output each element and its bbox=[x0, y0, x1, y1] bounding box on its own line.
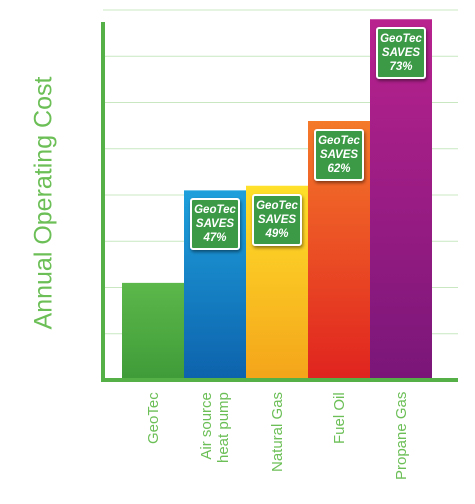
savings-badge-2: GeoTec SAVES 47% bbox=[190, 198, 240, 251]
badge-text: 47% bbox=[203, 232, 227, 245]
badge-text: SAVES bbox=[257, 213, 297, 226]
badge-text: SAVES bbox=[195, 218, 235, 231]
x-tick-label-3: Natural Gas bbox=[269, 392, 286, 472]
x-tick-line: Natural Gas bbox=[268, 391, 286, 472]
x-tick-label-1: GeoTec bbox=[145, 392, 162, 444]
badge-text: 62% bbox=[327, 163, 351, 175]
x-tick-line: GeoTec bbox=[144, 392, 162, 444]
bar-5 bbox=[370, 19, 432, 380]
x-tick-label-5: Propane Gas bbox=[393, 392, 410, 480]
axes bbox=[101, 22, 458, 382]
bar-1 bbox=[122, 282, 184, 380]
y-axis-label: Annual Operating Cost bbox=[29, 76, 58, 330]
savings-badge-4: GeoTec SAVES 62% bbox=[314, 129, 364, 181]
x-tick-line: heat pump bbox=[215, 392, 232, 463]
badge-text: GeoTec bbox=[380, 33, 422, 46]
savings-badge-3: GeoTec SAVES 49% bbox=[252, 193, 302, 246]
x-tick-line: Fuel Oil bbox=[330, 392, 348, 444]
badge-text: SAVES bbox=[381, 47, 421, 60]
badge-text: 73% bbox=[389, 61, 413, 74]
badge-text: SAVES bbox=[319, 149, 359, 161]
badge-text: 49% bbox=[265, 227, 289, 240]
x-tick-line: Air source bbox=[198, 392, 215, 460]
x-tick-line: Propane Gas bbox=[392, 391, 410, 480]
badge-text: GeoTec bbox=[194, 204, 236, 217]
badge-text: GeoTec bbox=[318, 135, 360, 147]
x-tick-label-4: Fuel Oil bbox=[331, 392, 348, 444]
badge-text: GeoTec bbox=[256, 199, 298, 212]
savings-badge-5: GeoTec SAVES 73% bbox=[376, 27, 426, 80]
x-tick-label-2: Air source heat pump bbox=[198, 392, 232, 463]
